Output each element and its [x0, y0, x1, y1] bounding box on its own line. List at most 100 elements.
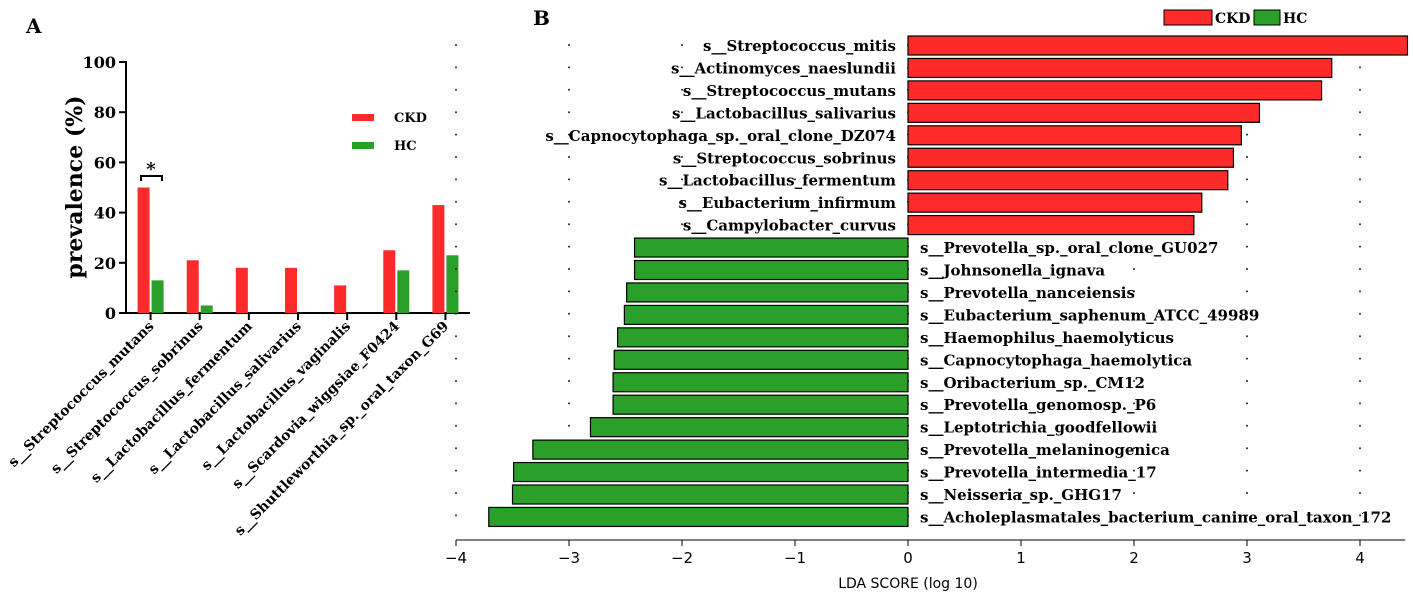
lda-bar-9: [633, 237, 909, 258]
grid-dot: [1359, 66, 1361, 69]
grid-dot: [1359, 178, 1361, 181]
lda-bar-6: [907, 170, 1229, 191]
grid-dot: [1246, 245, 1248, 248]
grid-dot: [1359, 357, 1361, 360]
grid-dot: [568, 223, 570, 226]
lda-bar-label-9: s__Prevotella_sp._oral_clone_GU027: [920, 239, 1218, 257]
panel-a-bars: [137, 187, 459, 313]
grid-dot: [794, 66, 796, 69]
grid-dot: [568, 156, 570, 158]
grid-dot: [1133, 514, 1135, 517]
grid-dot: [681, 156, 683, 158]
bar-ckd-4: [334, 285, 347, 313]
lda-bar-label-13: s__Haemophilus_haemolyticus: [920, 329, 1174, 347]
grid-dot: [568, 200, 570, 203]
grid-dot: [1359, 380, 1361, 382]
grid-dot: [1020, 268, 1022, 270]
bar-hc-0: [151, 280, 164, 313]
grid-dot: [455, 290, 457, 293]
grid-dot: [794, 111, 796, 114]
bar-ckd-3: [285, 267, 297, 313]
x-tick-label: −1: [784, 549, 806, 567]
x-tick-label: −4: [445, 549, 467, 567]
lda-bar-label-5: s__Streptococcus_sobrinus: [673, 149, 896, 167]
bar-ckd-2: [235, 267, 248, 313]
y-tick-label: 80: [94, 103, 116, 122]
grid-dot: [1246, 200, 1248, 203]
grid-dot: [1246, 133, 1248, 136]
lda-bar-7: [907, 192, 1203, 213]
grid-dot: [455, 44, 457, 46]
grid-dot: [1133, 357, 1135, 360]
grid-dot: [1359, 111, 1361, 114]
grid-dot: [1020, 312, 1022, 315]
grid-dot: [1246, 447, 1248, 450]
grid-dot: [1359, 133, 1361, 136]
grid-dot: [455, 492, 457, 494]
grid-dot: [1359, 290, 1361, 293]
grid-dot: [1246, 312, 1248, 315]
y-tick-label: 100: [83, 53, 116, 72]
grid-dot: [1133, 268, 1135, 270]
grid-dot: [794, 133, 796, 136]
grid-dot: [1020, 357, 1022, 360]
grid-dot: [568, 133, 570, 136]
grid-dot: [1020, 245, 1022, 248]
lda-bar-12: [623, 304, 909, 325]
x-tick-label: 4: [1355, 549, 1365, 567]
grid-dot: [1020, 402, 1022, 405]
x-tick-label: 3: [1242, 549, 1252, 567]
grid-dot: [1246, 156, 1248, 158]
lda-bar-label-6: s__Lactobacillus_fermentum: [659, 172, 896, 190]
grid-dot: [1020, 380, 1022, 382]
grid-dot: [568, 290, 570, 293]
grid-dot: [1133, 335, 1135, 338]
grid-dot: [568, 402, 570, 405]
lda-bar-label-1: s__Actinomyces_naeslundii: [671, 59, 896, 77]
grid-dot: [455, 469, 457, 472]
panel-a-x-tick-labels: s__Streptococcus_mutanss__Streptococcus_…: [5, 318, 452, 539]
grid-dot: [1246, 223, 1248, 226]
grid-dot: [794, 200, 796, 203]
bar-hc-5: [397, 270, 410, 313]
significance-bracket-line: [140, 175, 163, 181]
grid-dot: [1359, 88, 1361, 91]
lda-bar-label-16: s__Prevotella_genomosp._P6: [920, 396, 1156, 414]
grid-dot: [1359, 245, 1361, 248]
bar-ckd-5: [383, 250, 396, 313]
grid-dot: [1359, 514, 1361, 517]
grid-dot: [794, 156, 796, 158]
legend-swatch-hc: [1253, 9, 1281, 26]
grid-dot: [1133, 424, 1135, 427]
grid-dot: [1133, 380, 1135, 382]
legend-swatch-ckd: [352, 114, 374, 121]
lda-bar-label-19: s__Prevotella_intermedia_17: [920, 464, 1157, 482]
grid-dot: [681, 200, 683, 203]
bar-ckd-6: [432, 205, 445, 313]
legend-label-ckd: CKD: [394, 111, 427, 126]
grid-dot: [1359, 268, 1361, 270]
lda-bar-label-0: s__Streptococcus_mitis: [703, 37, 896, 55]
lda-bar-2: [907, 80, 1323, 101]
grid-dot: [455, 357, 457, 360]
lda-bar-label-21: s__Acholeplasmatales_bacterium_canine_or…: [920, 508, 1391, 526]
grid-dot: [1359, 469, 1361, 472]
lda-bar-label-4: s__Capnocytophaga_sp._oral_clone_DZ074: [545, 127, 896, 145]
grid-dot: [681, 88, 683, 91]
grid-dot: [1020, 469, 1022, 472]
lda-bar-label-14: s__Capnocytophaga_haemolytica: [920, 351, 1192, 369]
grid-dot: [455, 156, 457, 158]
x-tick-label: 2: [1129, 549, 1139, 567]
panel-a-y-axis-label: prevalence (%): [62, 95, 88, 278]
grid-dot: [568, 245, 570, 248]
grid-dot: [455, 312, 457, 315]
grid-dot: [1020, 514, 1022, 517]
panel-b-bar-labels: s__Streptococcus_mitis s__Actinomyces_nae…: [545, 37, 1391, 526]
grid-dot: [1246, 268, 1248, 270]
legend-label-hc: HC: [1283, 11, 1307, 27]
grid-dot: [455, 66, 457, 69]
grid-dot: [1359, 402, 1361, 405]
significance-star: *: [146, 159, 156, 180]
grid-dot: [1246, 290, 1248, 293]
lda-bar-label-7: s__Eubacterium_infirmum: [678, 194, 896, 212]
